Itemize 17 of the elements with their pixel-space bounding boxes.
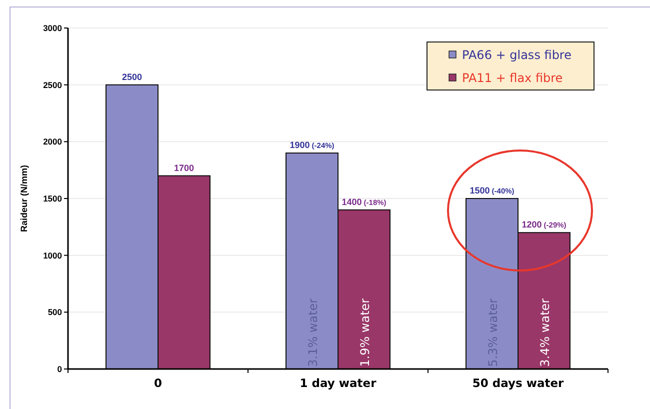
data-label: 1700	[174, 162, 194, 173]
legend-label: PA66 + glass fibre	[462, 48, 572, 62]
annotation: 3.4% water	[538, 298, 552, 367]
x-tick-label: 1 day water	[300, 376, 377, 390]
x-tick-label: 0	[154, 376, 162, 390]
annotation: 1.9% water	[358, 298, 372, 367]
y-tick-label: 500	[48, 307, 62, 318]
y-tick-label: 1000	[43, 250, 62, 260]
y-tick-label: 2000	[43, 136, 62, 147]
y-tick-label: 1500	[43, 194, 62, 204]
legend-label: PA11 + flax fibre	[462, 71, 563, 85]
x-tick-label: 50 days water	[472, 376, 564, 390]
data-label: 2500	[122, 72, 142, 82]
y-tick-label: 3000	[43, 23, 62, 33]
y-tick-label: 2500	[43, 80, 62, 90]
y-tick-label: 0	[57, 364, 62, 374]
y-axis-title: Raideur (N/mm)	[19, 164, 29, 232]
